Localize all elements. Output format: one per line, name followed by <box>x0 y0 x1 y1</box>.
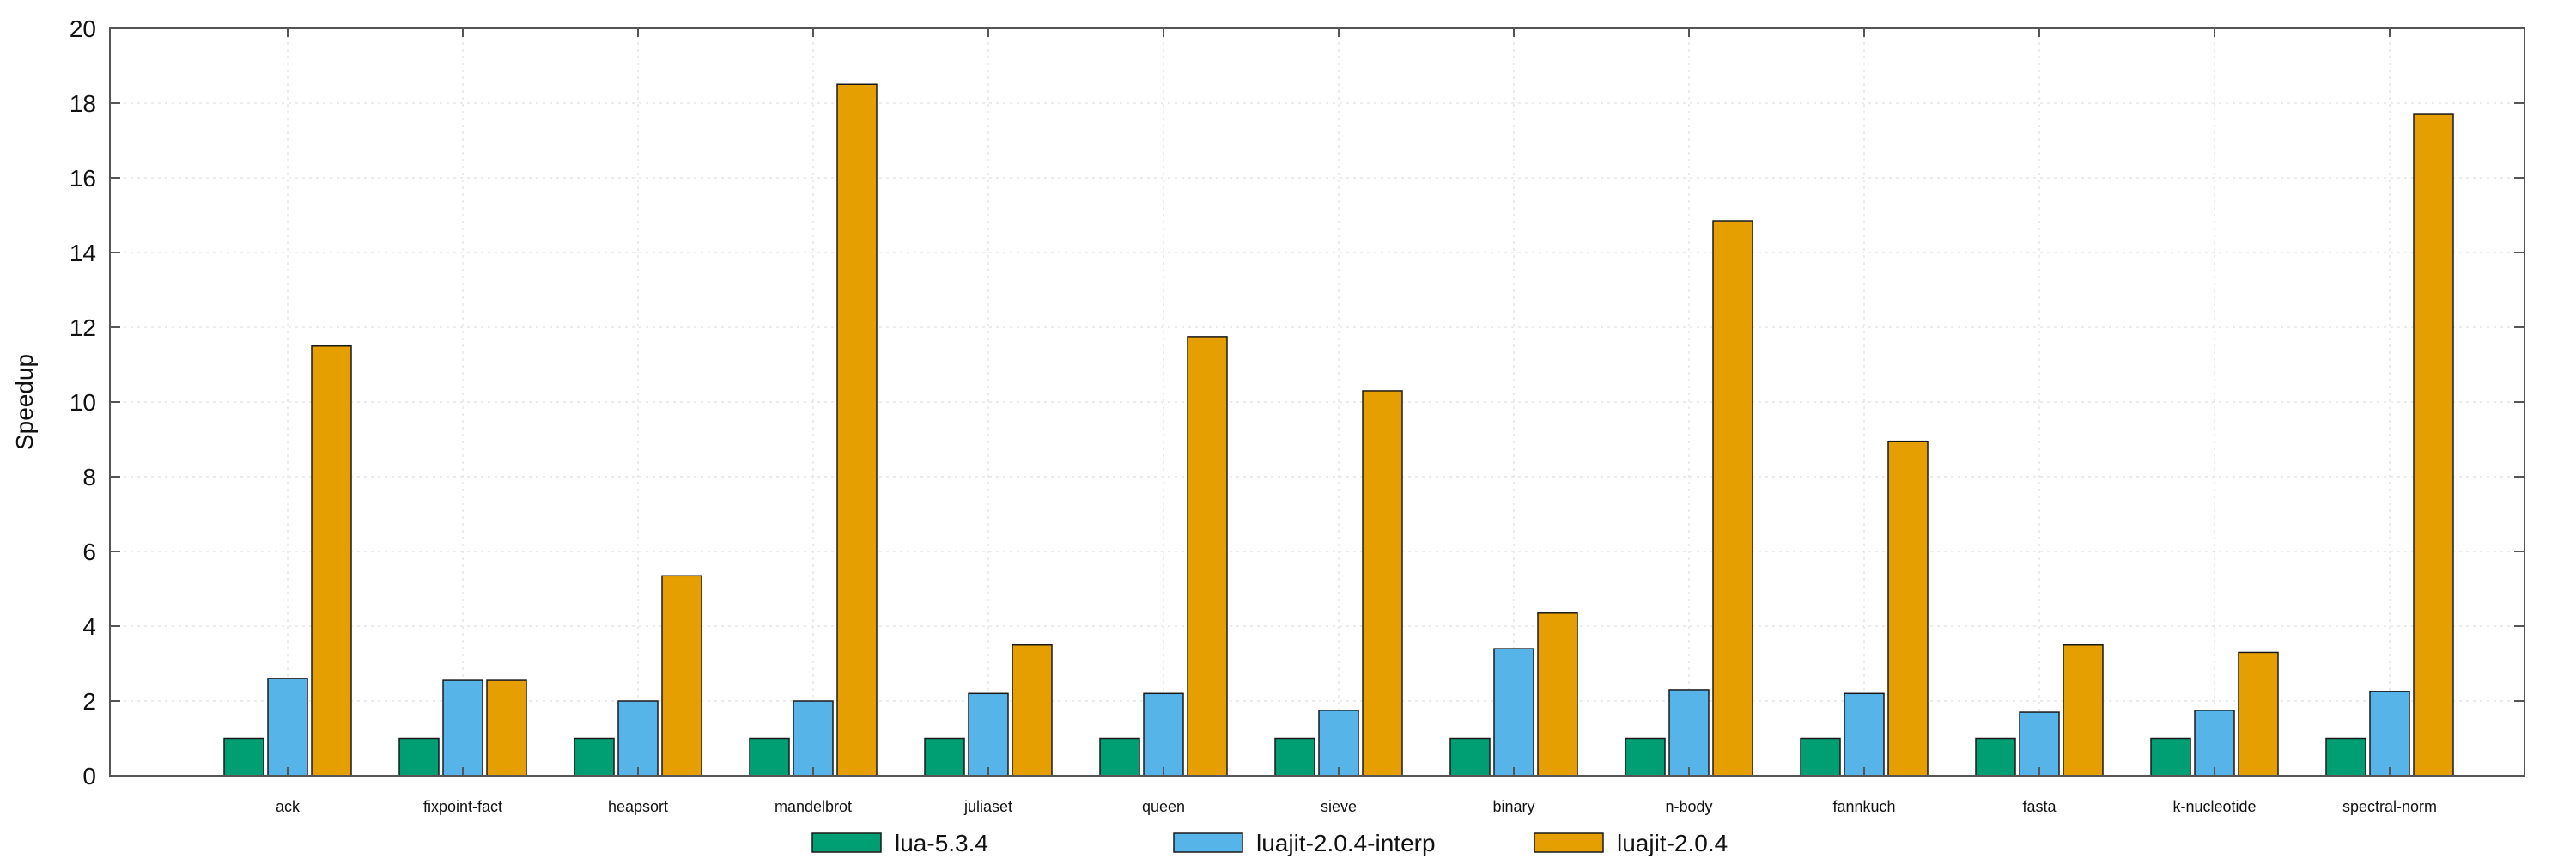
y-tick-label: 16 <box>70 165 96 192</box>
bar-lua-5.3.4-binary <box>1449 737 1491 777</box>
x-tick-label: fannkuch <box>1832 798 1895 815</box>
x-tick-label: sieve <box>1321 798 1357 815</box>
x-tick-label: juliaset <box>963 798 1012 815</box>
x-tick-label: n-body <box>1665 798 1712 815</box>
bar-luajit-2.0.4-interp-binary <box>1493 648 1534 777</box>
bar-lua-5.3.4-sieve <box>1274 737 1315 777</box>
bar-luajit-2.0.4-n-body <box>1712 220 1753 777</box>
legend: lua-5.3.4 luajit-2.0.4-interp luajit-2.0.4 <box>811 830 1728 856</box>
bar-luajit-2.0.4-interp-fannkuch <box>1844 692 1885 777</box>
bar-luajit-2.0.4-sieve <box>1362 390 1403 777</box>
bar-luajit-2.0.4-interp-juliaset <box>968 692 1009 777</box>
y-tick-label: 0 <box>82 763 96 789</box>
x-tick-label: spectral-norm <box>2342 798 2437 815</box>
bar-luajit-2.0.4-spectral-norm <box>2413 113 2454 777</box>
legend-swatch-lua-5.3.4 <box>811 832 882 853</box>
legend-swatch-luajit-2.0.4-interp <box>1173 832 1243 853</box>
x-tick-label: fixpoint-fact <box>423 798 502 815</box>
y-tick-label: 12 <box>70 314 96 341</box>
x-tick-label: queen <box>1142 798 1185 815</box>
bar-lua-5.3.4-mandelbrot <box>749 737 790 777</box>
bar-lua-5.3.4-heapsort <box>574 737 615 777</box>
y-tick-label: 14 <box>70 240 96 266</box>
bar-luajit-2.0.4-queen <box>1187 336 1228 777</box>
bar-luajit-2.0.4-fannkuch <box>1887 440 1929 777</box>
y-axis-label: Speedup <box>11 354 38 450</box>
x-tick-label: fasta <box>2022 798 2057 815</box>
bar-lua-5.3.4-spectral-norm <box>2325 737 2366 777</box>
bar-luajit-2.0.4-ack <box>311 345 352 777</box>
bar-lua-5.3.4-ack <box>223 737 264 777</box>
x-axis: ack fixpoint-fact heapsort mandelbrot julias… <box>276 28 2437 815</box>
bar-luajit-2.0.4-binary <box>1537 612 1578 777</box>
y-tick-label: 18 <box>70 90 96 117</box>
legend-label-luajit-2.0.4-interp: luajit-2.0.4-interp <box>1256 830 1436 856</box>
x-tick-label: ack <box>276 798 301 815</box>
bar-luajit-2.0.4-interp-sieve <box>1318 710 1359 777</box>
bar-luajit-2.0.4-interp-k-nucleotide <box>2194 710 2235 777</box>
bar-luajit-2.0.4-fasta <box>2063 644 2104 777</box>
bar-luajit-2.0.4-interp-ack <box>267 678 308 777</box>
x-tick-label: k-nucleotide <box>2172 798 2256 815</box>
bar-luajit-2.0.4-fixpoint-fact <box>486 679 527 777</box>
bar-lua-5.3.4-juliaset <box>924 737 965 777</box>
x-tick-label: heapsort <box>608 798 668 815</box>
grid <box>110 28 2524 776</box>
y-tick-label: 2 <box>82 688 96 715</box>
bar-luajit-2.0.4-interp-n-body <box>1668 689 1710 777</box>
bar-lua-5.3.4-k-nucleotide <box>2150 737 2191 777</box>
y-tick-label: 6 <box>82 539 96 565</box>
bar-lua-5.3.4-fannkuch <box>1800 737 1841 777</box>
bar-luajit-2.0.4-heapsort <box>661 575 702 777</box>
bar-lua-5.3.4-fixpoint-fact <box>398 737 440 777</box>
bar-lua-5.3.4-queen <box>1099 737 1140 777</box>
legend-label-lua-5.3.4: lua-5.3.4 <box>895 830 988 856</box>
bar-luajit-2.0.4-interp-fasta <box>2019 711 2060 777</box>
bars <box>223 83 2454 777</box>
bar-luajit-2.0.4-interp-fixpoint-fact <box>442 679 483 777</box>
y-tick-label: 10 <box>70 389 96 416</box>
legend-swatch-luajit-2.0.4 <box>1534 832 1604 853</box>
bar-luajit-2.0.4-k-nucleotide <box>2238 651 2279 777</box>
y-axis: 0 2 4 6 8 10 12 14 16 18 20 <box>70 15 2524 789</box>
legend-label-luajit-2.0.4: luajit-2.0.4 <box>1617 830 1728 856</box>
bar-luajit-2.0.4-juliaset <box>1012 644 1053 777</box>
bar-luajit-2.0.4-interp-queen <box>1143 692 1184 777</box>
x-tick-label: binary <box>1492 798 1534 815</box>
bar-luajit-2.0.4-interp-mandelbrot <box>793 700 834 777</box>
y-tick-label: 8 <box>82 464 96 490</box>
bar-luajit-2.0.4-interp-spectral-norm <box>2369 691 2410 777</box>
bar-luajit-2.0.4-interp-heapsort <box>617 700 659 777</box>
y-tick-label: 20 <box>70 15 96 42</box>
plot-frame <box>109 27 2525 777</box>
bar-lua-5.3.4-fasta <box>1975 737 2016 777</box>
x-tick-label: mandelbrot <box>775 798 852 815</box>
bar-luajit-2.0.4-mandelbrot <box>836 83 878 777</box>
bar-lua-5.3.4-n-body <box>1625 737 1666 777</box>
y-tick-label: 4 <box>82 613 96 640</box>
